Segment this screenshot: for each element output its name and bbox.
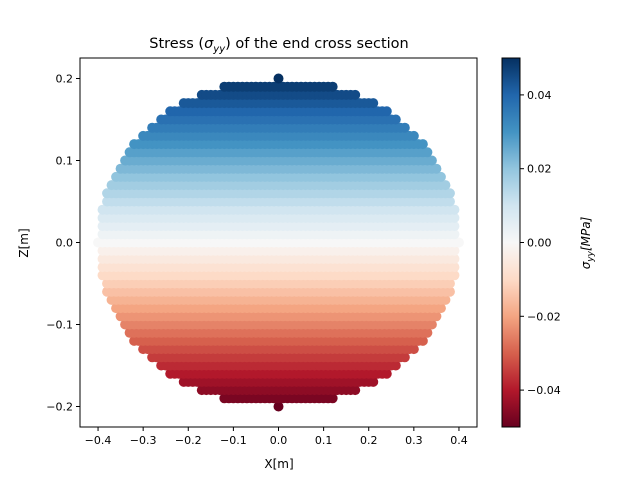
x-tick-label: −0.3 [130, 434, 157, 447]
data-point [431, 163, 442, 174]
colorbar-label-symbol: σ [579, 261, 593, 269]
data-point [449, 262, 460, 273]
x-axis-label: X[m] [264, 457, 293, 471]
title-suffix: ) of the end cross section [225, 36, 409, 52]
data-point [449, 221, 460, 232]
y-tick-label: −0.1 [46, 319, 73, 332]
data-point [381, 106, 392, 117]
data-point [440, 294, 451, 305]
x-tick-label: −0.2 [175, 434, 202, 447]
x-tick-label: −0.1 [220, 434, 247, 447]
colorbar-label-subscript: yy [586, 250, 596, 262]
y-tick-label: 0.0 [56, 237, 74, 250]
data-point [399, 122, 410, 133]
data-point [449, 270, 460, 281]
data-point [449, 245, 460, 256]
colorbar-label-unit: [MPa] [579, 216, 593, 251]
y-tick-label: −0.2 [46, 401, 73, 414]
colorbar-tick-label: 0.00 [527, 237, 552, 250]
y-tick-label: 0.2 [56, 73, 74, 86]
x-tick-label: 0.0 [270, 434, 288, 447]
data-point [449, 253, 460, 264]
data-point [444, 196, 455, 207]
colorbar-tick-label: 0.02 [527, 163, 552, 176]
data-point [417, 139, 428, 150]
colorbar [501, 57, 521, 428]
data-point [327, 393, 338, 404]
data-point [368, 376, 379, 387]
data-point [444, 188, 455, 199]
data-point [408, 344, 419, 355]
data-point [399, 352, 410, 363]
data-point [449, 204, 460, 215]
data-point [390, 114, 401, 125]
data-point [435, 303, 446, 314]
x-tick-label: 0.1 [315, 434, 333, 447]
data-point [390, 360, 401, 371]
title-symbol: σ [204, 36, 214, 52]
y-axis-ticks: −0.2 −0.1 0.0 0.1 0.2 [46, 73, 80, 414]
data-point [435, 171, 446, 182]
colorbar-label: σyy[MPa] [579, 216, 596, 269]
data-point [273, 401, 284, 412]
x-tick-label: 0.4 [450, 434, 468, 447]
x-axis-ticks: −0.4 −0.3 −0.2 −0.1 0.0 0.1 0.2 0.3 0.4 [85, 427, 468, 447]
x-tick-label: −0.4 [85, 434, 112, 447]
data-point [408, 130, 419, 141]
data-point [381, 368, 392, 379]
data-point [453, 237, 464, 248]
data-point [449, 229, 460, 240]
title-text: Stress ( [149, 36, 204, 52]
colorbar-tick-label: −0.04 [527, 384, 561, 397]
data-point [444, 286, 455, 297]
data-point [449, 212, 460, 223]
colorbar-ticks: −0.04 −0.02 0.00 0.02 0.04 [520, 89, 561, 397]
data-point [440, 180, 451, 191]
data-point [368, 98, 379, 109]
data-point [422, 147, 433, 158]
data-point [350, 89, 361, 100]
data-point [417, 335, 428, 346]
chart-title: Stress (σyy) of the end cross section [149, 36, 408, 55]
data-point [327, 81, 338, 92]
data-point [426, 319, 437, 330]
data-point [350, 385, 361, 396]
colorbar-tick-label: 0.04 [527, 89, 552, 102]
data-point [431, 311, 442, 322]
title-subscript: yy [212, 44, 226, 55]
colorbar-tick-label: −0.02 [527, 310, 561, 323]
x-tick-label: 0.3 [405, 434, 423, 447]
x-tick-label: 0.2 [360, 434, 378, 447]
y-tick-label: 0.1 [56, 155, 74, 168]
data-point [422, 327, 433, 338]
data-point [444, 278, 455, 289]
data-point [426, 155, 437, 166]
y-axis-label: Z[m] [17, 228, 31, 257]
scatter-points [93, 73, 464, 412]
data-point [273, 73, 284, 84]
